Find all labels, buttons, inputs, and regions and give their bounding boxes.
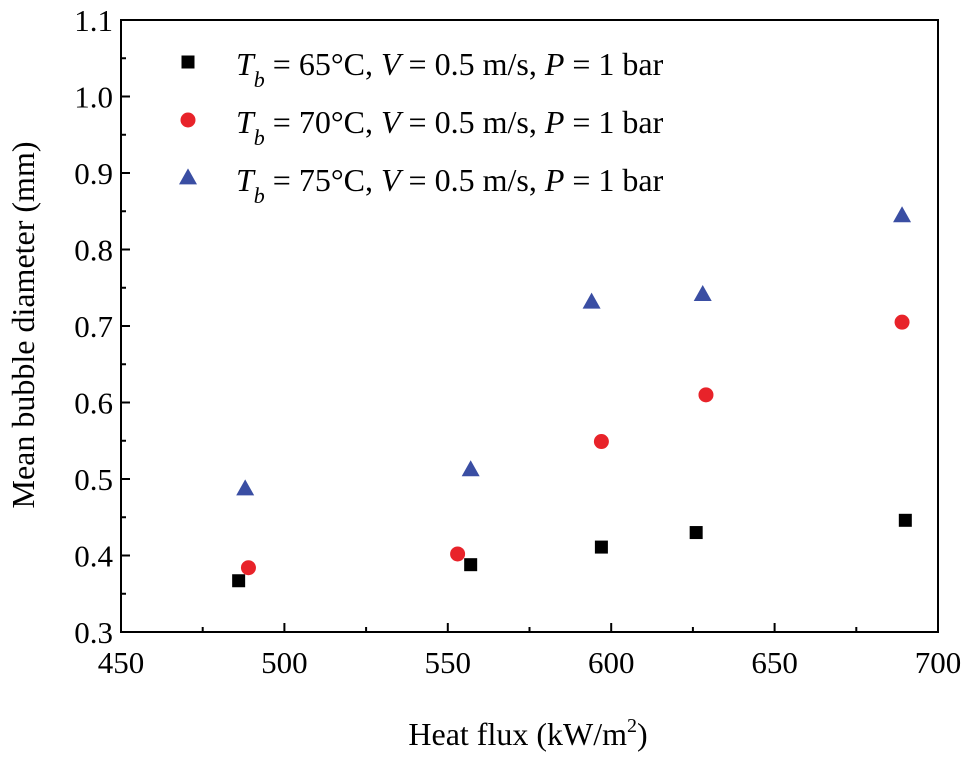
y-tick-label: 0.5 (74, 462, 113, 497)
legend-marker-triangle (179, 168, 197, 185)
data-point-square (464, 558, 478, 572)
legend: Tb = 65°C, V = 0.5 m/s, P = 1 bar Tb = 70… (179, 46, 664, 208)
data-point-square (898, 513, 912, 527)
plot-frame (120, 19, 939, 633)
legend-marker-square (181, 55, 195, 69)
legend-marker-circle (180, 112, 196, 128)
x-tick-label: 650 (751, 645, 798, 680)
y-axis-title: Mean bubble diameter (mm) (5, 142, 41, 509)
y-tick-label: 1.0 (74, 80, 113, 115)
legend-entry-label: Tb = 70°C, V = 0.5 m/s, P = 1 bar (236, 104, 664, 150)
y-tick-label: 0.6 (74, 386, 113, 421)
x-tick-label: 500 (261, 645, 308, 680)
x-tick-label: 600 (588, 645, 635, 680)
legend-entry-label: Tb = 75°C, V = 0.5 m/s, P = 1 bar (236, 162, 664, 208)
data-point-square (232, 574, 246, 588)
y-tick-label: 0.8 (74, 233, 113, 268)
y-tick-label: 0.4 (74, 539, 113, 574)
x-axis-title-superscript: 2 (627, 715, 637, 737)
y-tick-label: 0.7 (74, 309, 113, 344)
data-point-triangle (693, 285, 712, 302)
y-tick-label: 0.3 (74, 615, 113, 650)
data-point-square (689, 526, 703, 540)
data-point-triangle (893, 206, 912, 223)
y-tick-label: 1.1 (74, 3, 113, 38)
data-points (232, 206, 912, 588)
x-axis-title: Heat flux (kW/m2) (408, 715, 647, 752)
data-point-circle (450, 546, 466, 562)
x-tick-label: 450 (98, 645, 145, 680)
data-point-triangle (461, 460, 480, 477)
data-point-triangle (236, 479, 255, 496)
data-point-circle (240, 560, 256, 576)
x-tick-label: 550 (425, 645, 472, 680)
data-point-circle (894, 314, 910, 330)
data-point-circle (593, 434, 609, 450)
x-tick-label: 700 (915, 645, 962, 680)
y-tick-label: 0.9 (74, 156, 113, 191)
data-point-circle (698, 387, 714, 403)
data-point-triangle (582, 292, 601, 309)
tick-labels: 450 500 550 600 650 700 0.3 0.4 0.5 0.6 0.7 0.8 0.9 1… (74, 3, 961, 680)
data-point-square (594, 540, 608, 554)
legend-entry-label: Tb = 65°C, V = 0.5 m/s, P = 1 bar (236, 46, 664, 92)
